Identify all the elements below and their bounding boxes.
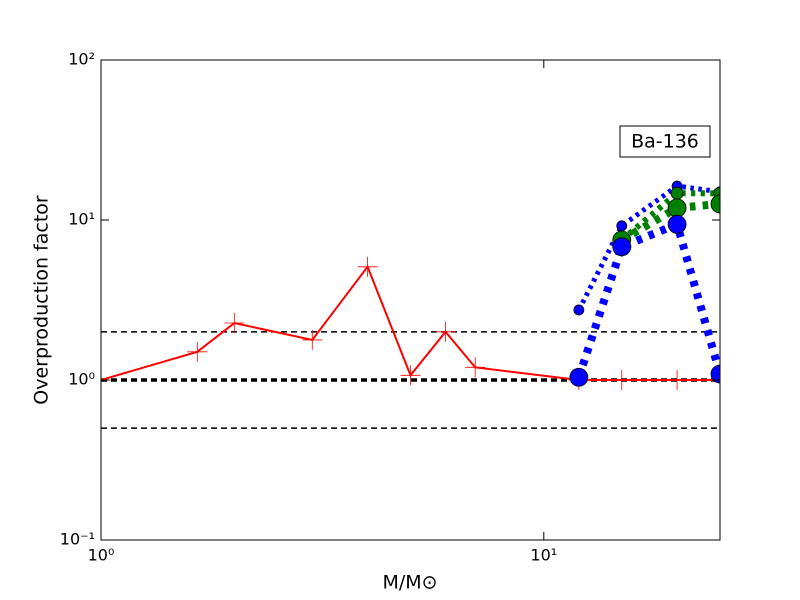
x-axis-label: M/M⊙ xyxy=(382,572,437,594)
point xyxy=(302,329,323,350)
point xyxy=(667,214,687,234)
y-tick-label: 10² xyxy=(68,50,95,69)
annotation: Ba-136 xyxy=(631,131,699,153)
series-line xyxy=(619,199,720,244)
point xyxy=(435,321,456,342)
point xyxy=(670,186,684,200)
point xyxy=(400,365,421,386)
point xyxy=(612,237,632,257)
point xyxy=(611,370,632,390)
point xyxy=(710,364,720,384)
point xyxy=(667,198,687,218)
point xyxy=(667,370,688,390)
series-line xyxy=(575,218,720,379)
annotation-box xyxy=(619,125,711,158)
y-tick-label: 10¹ xyxy=(68,210,95,229)
y-axis-label: Overproduction factor xyxy=(31,195,53,405)
point xyxy=(569,367,589,387)
point xyxy=(573,304,585,316)
x-tick-label: 10⁰ xyxy=(88,546,115,565)
series-line xyxy=(576,183,720,312)
point xyxy=(616,220,628,232)
point xyxy=(465,357,486,378)
axes-frame xyxy=(100,59,721,541)
plot-area xyxy=(101,180,720,429)
point xyxy=(224,313,245,334)
point xyxy=(357,256,378,277)
point xyxy=(187,341,208,362)
y-tick-label: 10⁰ xyxy=(68,370,95,389)
point xyxy=(710,194,720,214)
x-tick-label: 10¹ xyxy=(530,546,557,565)
y-tick-label: 10⁻¹ xyxy=(60,530,95,549)
